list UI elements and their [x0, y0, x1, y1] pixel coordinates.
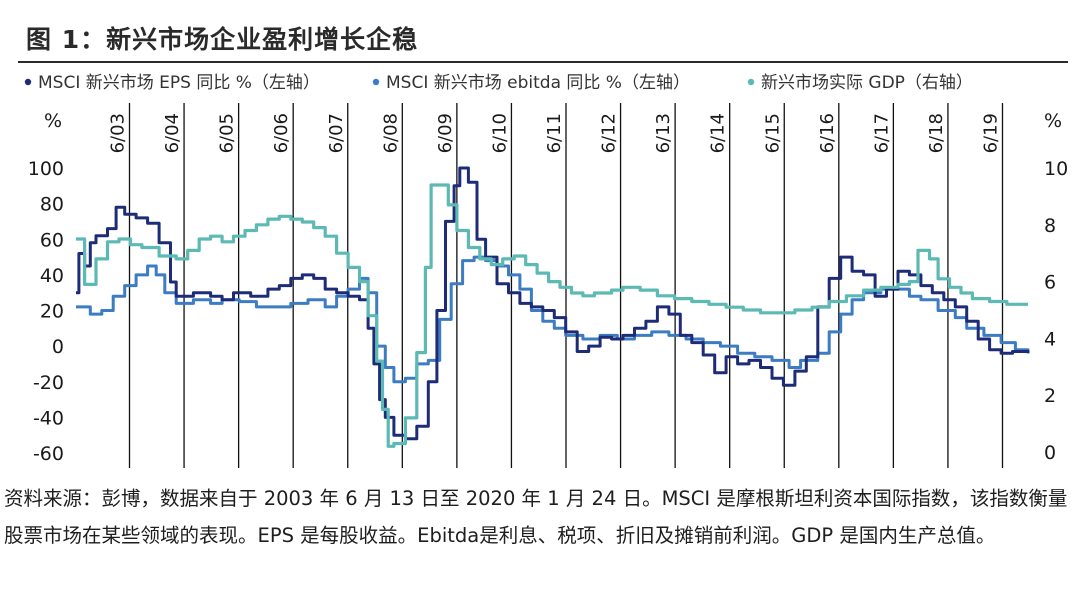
period-label: 6/11 [544, 113, 565, 153]
period-label: 6/16 [817, 113, 838, 153]
right-tick-label: 10 [1044, 158, 1068, 180]
period-label: 6/08 [380, 113, 401, 153]
left-tick-label: 60 [40, 229, 64, 251]
left-tick-label: 0 [52, 336, 64, 358]
legend-marker-1 [25, 79, 31, 85]
right-tick-label: 4 [1044, 328, 1056, 350]
source-caption: 资料来源：彭博，数据来自于 2003 年 6 月 13 日至 2020 年 1 … [4, 480, 1076, 554]
right-axis: % 10 8 6 4 2 0 [1044, 110, 1068, 464]
legend-label-2: MSCI 新兴市场 ebitda 同比 %（左轴） [386, 73, 690, 93]
period-label: 6/05 [217, 113, 238, 153]
legend-marker-3 [748, 79, 754, 85]
left-tick-label: 100 [28, 158, 64, 180]
legend-label-3: 新兴市场实际 GDP（右轴） [761, 73, 973, 93]
line-chart: MSCI 新兴市场 EPS 同比 %（左轴） MSCI 新兴市场 ebitda 同… [0, 63, 1080, 475]
period-label: 6/18 [926, 113, 947, 153]
left-tick-label: 80 [40, 194, 64, 216]
legend: MSCI 新兴市场 EPS 同比 %（左轴） MSCI 新兴市场 ebitda 同… [25, 73, 973, 93]
right-tick-label: 6 [1044, 272, 1056, 294]
right-tick-label: 2 [1044, 385, 1056, 407]
period-label: 6/15 [762, 113, 783, 153]
series-line-2 [76, 257, 1028, 382]
period-label: 6/04 [162, 113, 183, 153]
period-label: 6/07 [326, 113, 347, 153]
period-label: 6/03 [108, 113, 129, 153]
period-label: 6/10 [489, 113, 510, 153]
left-tick-label: -20 [33, 372, 64, 394]
right-tick-label: 0 [1044, 442, 1056, 464]
left-axis: % 100 80 60 40 20 0 -20 -40 -60 [28, 110, 64, 465]
series-lines [76, 168, 1028, 446]
period-label: 6/06 [271, 113, 292, 153]
series-line-3 [76, 185, 1028, 446]
legend-marker-2 [373, 79, 379, 85]
period-label: 6/17 [871, 113, 892, 153]
left-tick-label: -40 [33, 407, 64, 429]
period-label: 6/13 [653, 113, 674, 153]
left-axis-unit: % [44, 110, 62, 132]
left-tick-label: -60 [33, 443, 64, 465]
right-axis-unit: % [1044, 110, 1062, 132]
period-label: 6/19 [981, 113, 1002, 153]
right-tick-label: 8 [1044, 215, 1056, 237]
period-markers: 6/03 6/04 6/05 6/06 6/07 6/08 6/09 6/10 6/11 6/12… [108, 103, 1003, 468]
left-tick-label: 20 [40, 301, 64, 323]
legend-label-1: MSCI 新兴市场 EPS 同比 %（左轴） [38, 73, 320, 93]
period-label: 6/09 [435, 113, 456, 153]
period-label: 6/14 [708, 113, 729, 153]
chart-title: 图 1：新兴市场企业盈利增长企稳 [26, 20, 418, 56]
left-tick-label: 40 [40, 265, 64, 287]
period-label: 6/12 [599, 113, 620, 153]
